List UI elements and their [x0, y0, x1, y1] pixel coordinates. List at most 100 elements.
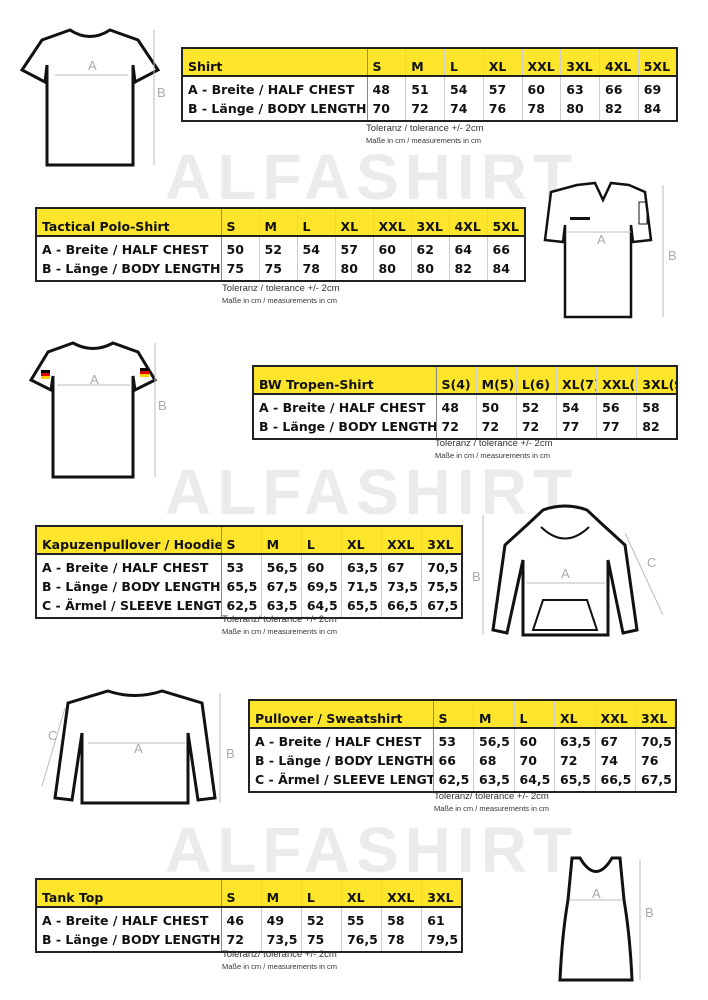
measurement-cell: 75: [259, 258, 298, 281]
measurement-cell: 63,5: [341, 554, 383, 576]
measurement-cell: 69: [643, 81, 662, 97]
measurement-cell: 66: [433, 750, 474, 769]
watermark-logo: ALFASHIRT: [165, 456, 579, 528]
measurement-cell: 73,5: [261, 929, 302, 952]
measurement-cell: 55: [341, 907, 383, 929]
row-label: A - Breite / HALF CHEST: [182, 76, 368, 98]
dim-a-label: A: [592, 886, 601, 901]
measurement-cell: 54: [444, 76, 484, 98]
table-row: B - Länge / BODY LENGTH 65,5 67,5 69,5 71,5 7…: [36, 576, 462, 595]
measurement-cell: 75: [221, 258, 260, 281]
measurement-cell: 60: [373, 236, 412, 258]
measurement-cell: 72: [221, 929, 262, 952]
size-header: XL: [335, 208, 374, 237]
sweatshirt-illustration: A B C: [41, 689, 235, 805]
measurement-cell: 57: [483, 76, 523, 98]
table-title: BW Tropen-Shirt: [253, 366, 437, 395]
size-header: XL(7): [556, 366, 598, 395]
bw-tropen-shirt-illustration: A B: [28, 341, 167, 479]
measurement-cell: 54: [297, 236, 336, 258]
watermark-logo: ALFASHIRT: [165, 814, 579, 886]
size-header: 3XL: [411, 208, 450, 237]
tolerance-text: Toleranz/ tolerance +/- 2cm: [434, 791, 549, 802]
tank-size-table: Tank Top S M L XL XXL 3XL A - Breite / HALF CHE…: [35, 878, 463, 953]
measurement-cell: 72: [436, 416, 477, 439]
measurement-cell: 70,5: [427, 559, 459, 575]
measurement-cell: 64,5: [301, 595, 342, 618]
measure-text: Maße in cm / measurements in cm: [222, 627, 338, 636]
tolerance-text: Toleranz/ tolerance +/- 2cm: [222, 949, 337, 960]
row-label: C - Ärmel / SLEEVE LENGTH: [249, 769, 434, 792]
size-header: M: [259, 208, 298, 237]
size-table: Tank Top S M L XL XXL 3XL A - Breite / HALF CHE…: [35, 878, 463, 953]
size-header: S(4): [436, 366, 477, 395]
measurement-cell: 68: [473, 750, 515, 769]
measurement-cell: 67: [595, 728, 636, 750]
polo-tolerance-note: Toleranz / tolerance +/- 2cm Maße in cm /…: [222, 283, 339, 307]
measurement-cell: 80: [560, 98, 600, 121]
dim-a-label: A: [561, 566, 570, 581]
hoodie-illustration: A B C: [472, 504, 664, 637]
watermark-logo: ALFASHIRT: [165, 141, 579, 213]
measurement-cell: 61: [427, 912, 445, 928]
measurement-cell: 70: [367, 98, 407, 121]
measurement-cell: 53: [433, 728, 474, 750]
measurement-cell: 80: [335, 258, 374, 281]
measurement-cell: 67: [381, 554, 423, 576]
measure-text: Maße in cm / measurements in cm: [366, 136, 482, 145]
measurement-cell: 84: [643, 100, 662, 116]
table-row: B - Länge / BODY LENGTH 72 73,5 75 76,5 78 79,…: [36, 929, 462, 952]
measurement-cell: 78: [297, 258, 336, 281]
dim-b-label: B: [157, 85, 166, 100]
size-header: M: [473, 700, 515, 729]
measurement-cell: 48: [436, 394, 477, 416]
measurement-cell: 82: [642, 418, 660, 434]
measurement-cell: 63,5: [473, 769, 515, 792]
row-label: B - Länge / BODY LENGTH: [36, 576, 222, 595]
measurement-cell: 63: [560, 76, 600, 98]
measurement-cell: 76,5: [341, 929, 383, 952]
measurement-cell: 64: [449, 236, 488, 258]
tshirt-illustration: A B: [19, 28, 166, 167]
table-row: A - Breite / HALF CHEST 53 56,5 60 63,5 67 70,…: [36, 554, 462, 576]
dim-b-label: B: [668, 248, 677, 263]
tolerance-text: Toleranz/ tolerance +/- 2cm: [222, 614, 337, 625]
measurement-cell: 70: [514, 750, 555, 769]
table-title: Pullover / Sweatshirt: [249, 700, 434, 729]
measurement-cell: 78: [381, 929, 423, 952]
measurement-cell: 64,5: [514, 769, 555, 792]
measurement-cell: 78: [522, 98, 562, 121]
measurement-cell: 51: [405, 76, 445, 98]
tank-tolerance-note: Toleranz/ tolerance +/- 2cm Maße in cm / …: [222, 949, 337, 973]
table-row: A - Breite / HALF CHEST 46 49 52 55 58 61: [36, 907, 462, 929]
dim-a-label: A: [134, 741, 143, 756]
pullover-size-table: Pullover / Sweatshirt S M L XL XXL 3XL A - Brei…: [248, 699, 677, 793]
polo-shirt-illustration: A B: [543, 181, 677, 319]
size-header: L: [514, 700, 555, 729]
measurement-cell: 74: [444, 98, 484, 121]
table-row: C - Ärmel / SLEEVE LENGTH 62,5 63,5 64,5 65,…: [36, 595, 462, 618]
size-header: 3XL: [421, 879, 462, 908]
dim-c-label: C: [647, 555, 656, 570]
measurement-cell: 66: [492, 241, 510, 257]
table-title: Tank Top: [36, 879, 222, 908]
bw-tolerance-note: Toleranz / tolerance +/- 2cm Maße in cm /…: [435, 438, 552, 462]
measurement-cell: 70,5: [641, 733, 672, 749]
measurement-cell: 67,5: [261, 576, 302, 595]
measurement-cell: 57: [335, 236, 374, 258]
size-header: XL: [341, 526, 383, 555]
measurement-cell: 50: [221, 236, 260, 258]
size-header: XXL: [522, 48, 562, 77]
measurement-cell: 56: [596, 394, 638, 416]
measurement-cell: 71,5: [341, 576, 383, 595]
size-table: Kapuzenpullover / Hoodie S M L XL XXL 3XL A - B…: [35, 525, 463, 619]
measurement-cell: 75,5: [427, 578, 459, 594]
measurement-cell: 62,5: [221, 595, 262, 618]
measurement-cell: 53: [221, 554, 262, 576]
size-header: L: [297, 208, 336, 237]
size-table: Shirt S M L XL XXL 3XL 4XL 5XL A - Breite / HALF …: [181, 47, 678, 122]
tolerance-text: Toleranz / tolerance +/- 2cm: [435, 438, 553, 449]
bw-tropen-size-table: BW Tropen-ShirtS(4)M(5)L(6)XL(7)XXL(8)3X…: [252, 365, 678, 440]
measurement-cell: 48: [367, 76, 407, 98]
row-label: B - Länge / BODY LENGTH: [36, 929, 222, 952]
